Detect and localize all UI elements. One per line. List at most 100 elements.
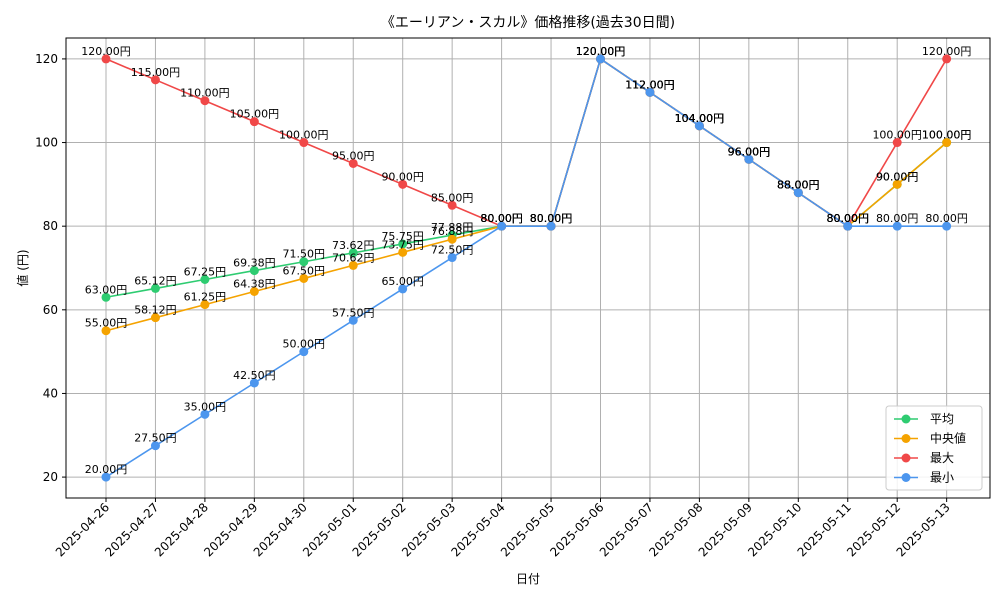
data-label: 80.00円 (480, 212, 523, 225)
data-point (249, 117, 259, 127)
data-label: 90.00円 (381, 170, 424, 183)
data-label: 104.00円 (675, 112, 725, 125)
data-point (101, 326, 111, 336)
data-labels-group: 63.00円 65.12円 67.25円 69.38円 71.50円 73.62円 75.7… (81, 45, 971, 476)
data-point (200, 300, 210, 310)
data-label: 120.00円 (81, 45, 131, 58)
legend-label: 最大 (930, 451, 954, 465)
data-label: 65.12円 (134, 274, 177, 287)
data-point (299, 257, 309, 267)
data-label: 61.25円 (184, 291, 227, 304)
data-label: 120.00円 (576, 45, 626, 58)
data-label: 88.00円 (777, 179, 820, 192)
data-point (249, 266, 259, 276)
legend-box (885, 405, 983, 491)
data-point (398, 284, 408, 294)
legend-label: 中央値 (930, 431, 966, 446)
data-point (348, 248, 358, 258)
legend-item: 平均 (894, 412, 954, 426)
data-label: 80.00円 (827, 212, 870, 225)
data-label: 80.00円 (827, 212, 870, 225)
data-label: 104.00円 (675, 112, 725, 125)
data-label: 73.62円 (332, 239, 375, 252)
data-label: 120.00円 (576, 45, 626, 58)
data-point (447, 234, 457, 244)
data-label: 42.50円 (233, 369, 276, 382)
data-label: 80.00円 (480, 212, 523, 225)
data-point (200, 409, 210, 419)
data-label: 27.50円 (134, 432, 177, 445)
data-label: 88.00円 (777, 179, 820, 192)
grid-lines (66, 38, 990, 498)
data-label: 105.00円 (230, 108, 280, 121)
legend-marker (901, 414, 911, 424)
data-label: 20.00円 (85, 463, 128, 476)
legend-marker (901, 453, 911, 463)
data-label: 96.00円 (728, 145, 771, 158)
data-label: 72.50円 (431, 244, 474, 257)
data-label: 104.00円 (675, 112, 725, 125)
data-point (744, 154, 754, 164)
data-point (942, 138, 952, 148)
data-label: 112.00円 (625, 78, 675, 91)
data-label: 70.62円 (332, 251, 375, 264)
series-最小 (101, 54, 952, 482)
data-label: 65.00円 (381, 275, 424, 288)
data-point (694, 121, 704, 131)
y-tick-label: 40 (43, 386, 58, 400)
data-label: 96.00円 (728, 145, 771, 158)
data-label: 80.00円 (876, 212, 919, 225)
data-point (348, 260, 358, 270)
legend-marker (901, 473, 911, 482)
data-label: 96.00円 (728, 145, 771, 158)
data-label: 71.50円 (283, 248, 326, 261)
data-label: 67.50円 (283, 264, 326, 277)
data-label: 112.00円 (625, 78, 675, 91)
data-label: 96.00円 (728, 145, 771, 158)
data-label: 75.75円 (381, 230, 424, 243)
data-label: 90.00円 (876, 170, 919, 183)
y-tick-label: 80 (43, 219, 58, 233)
series-line (105, 57, 948, 332)
y-tick-label: 100 (35, 136, 58, 150)
data-point (200, 96, 210, 106)
data-label: 50.00円 (283, 338, 326, 351)
data-point (150, 441, 160, 451)
data-point (942, 221, 952, 231)
data-point (645, 87, 655, 97)
data-label: 95.00円 (332, 149, 375, 162)
data-label: 67.25円 (184, 266, 227, 279)
series-group (101, 54, 952, 482)
data-point (299, 273, 309, 283)
x-axis-title: 日付 (516, 572, 540, 586)
data-label: 88.00円 (777, 179, 820, 192)
data-point (596, 54, 605, 64)
data-point (843, 221, 853, 231)
data-label: 115.00円 (131, 66, 181, 79)
data-label: 85.00円 (431, 191, 474, 204)
data-label: 73.75円 (381, 238, 424, 251)
data-point (348, 315, 358, 325)
data-label: 120.00円 (922, 45, 972, 58)
chart-title: 《エーリアン・スカル》価格推移(過去30日間) (381, 15, 675, 31)
data-point (892, 221, 902, 231)
data-label: 100.00円 (922, 129, 972, 142)
y-tick-label: 60 (43, 303, 58, 317)
data-point (546, 221, 556, 231)
data-point (150, 75, 160, 85)
data-label: 77.88円 (431, 221, 474, 234)
data-label: 104.00円 (675, 112, 725, 125)
data-label: 76.88円 (431, 225, 474, 238)
data-point (447, 253, 457, 263)
data-label: 80.00円 (530, 212, 573, 225)
data-point (299, 138, 309, 148)
y-tick-label: 20 (43, 470, 58, 484)
data-point (348, 158, 358, 168)
data-point (200, 275, 210, 284)
data-label: 80.00円 (530, 212, 573, 225)
y-axis-ticks: 20 40 60 80 100 120 (35, 52, 66, 484)
legend-marker (901, 434, 911, 443)
data-label: 57.50円 (332, 306, 375, 319)
